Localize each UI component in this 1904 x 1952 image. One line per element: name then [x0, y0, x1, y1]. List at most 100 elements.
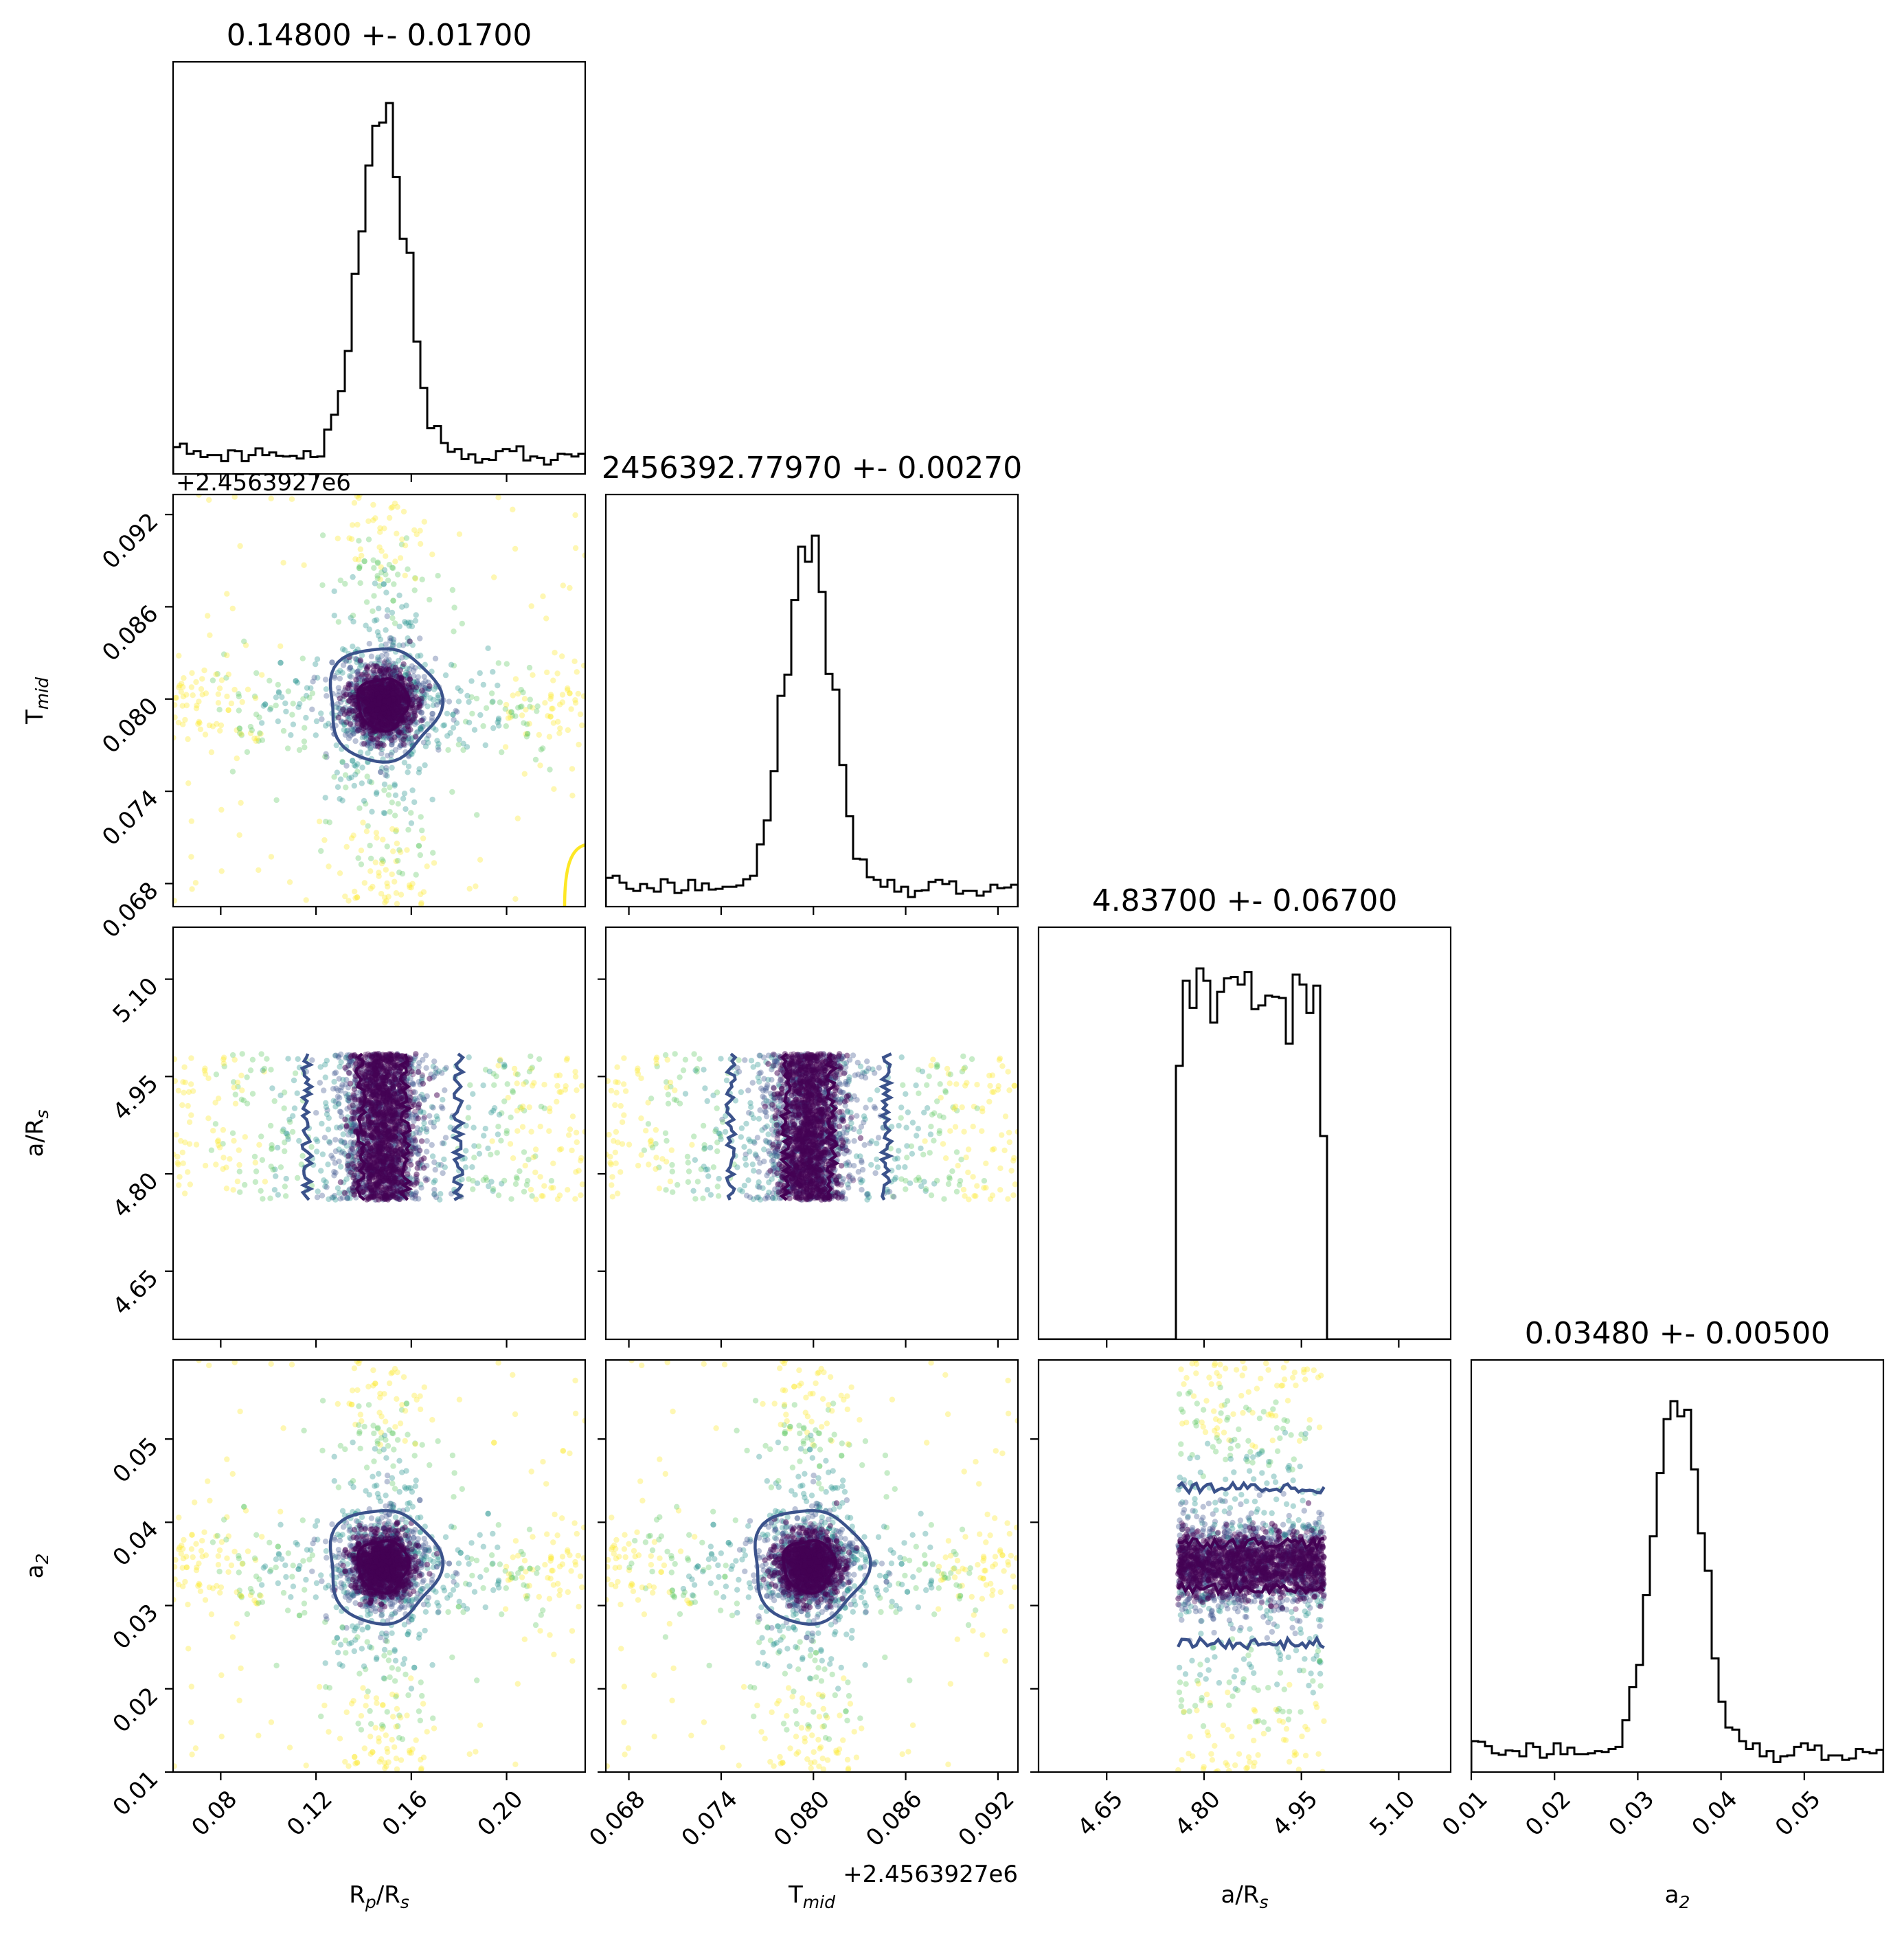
sample-point — [235, 1084, 241, 1090]
sample-point — [574, 1139, 580, 1146]
sample-point — [294, 679, 301, 686]
sample-point — [392, 782, 398, 789]
sample-point — [234, 727, 240, 734]
sample-point — [179, 1102, 185, 1109]
sample-point — [400, 642, 407, 648]
sample-point — [404, 665, 410, 672]
sample-point — [335, 1087, 341, 1093]
sample-point — [374, 560, 381, 567]
sample-point — [415, 1160, 421, 1166]
sample-point — [519, 703, 525, 710]
sample-point — [348, 774, 354, 781]
sample-point — [423, 692, 429, 698]
sample-point — [267, 1122, 274, 1129]
sample-point — [272, 1166, 278, 1172]
sample-point — [385, 894, 392, 900]
sample-point — [332, 1052, 339, 1058]
sample-point — [286, 879, 293, 885]
sample-point — [337, 577, 343, 584]
sample-point — [234, 755, 240, 762]
sample-point — [335, 714, 341, 720]
sample-point — [361, 797, 367, 804]
sample-point — [469, 710, 475, 717]
sample-point — [421, 1096, 427, 1102]
sample-point — [365, 663, 372, 670]
sample-point — [466, 885, 473, 892]
sample-point — [503, 1128, 510, 1134]
sample-point — [569, 766, 576, 772]
sample-point — [424, 1138, 430, 1144]
sample-point — [578, 1082, 585, 1089]
sample-point — [405, 763, 412, 770]
sample-point — [394, 708, 400, 714]
sample-point — [348, 1139, 354, 1146]
sample-point — [439, 1140, 446, 1146]
sample-point — [412, 575, 418, 581]
sample-point — [412, 1089, 418, 1096]
sample-point — [332, 1160, 338, 1166]
sample-point — [185, 780, 192, 786]
sample-point — [332, 674, 338, 681]
sample-point — [382, 900, 388, 906]
sample-point — [417, 541, 424, 547]
sample-point — [281, 1089, 288, 1096]
sample-point — [411, 799, 418, 806]
sample-point — [277, 659, 284, 666]
sample-point — [348, 674, 354, 680]
sample-point — [442, 1087, 448, 1093]
sample-point — [275, 718, 281, 725]
sample-point — [376, 733, 383, 740]
sample-point — [418, 727, 424, 733]
sample-point — [519, 1124, 526, 1130]
sample-point — [252, 1159, 258, 1166]
sample-point — [534, 703, 541, 710]
sample-point — [501, 1177, 508, 1184]
sample-point — [336, 1054, 342, 1060]
sample-point — [541, 1105, 547, 1111]
sample-point — [526, 1069, 533, 1075]
sample-point — [297, 701, 303, 707]
sample-point — [429, 1153, 436, 1159]
sample-point — [496, 1111, 503, 1118]
sample-point — [418, 891, 424, 898]
sample-point — [474, 812, 480, 818]
sample-point — [419, 576, 425, 582]
sample-point — [383, 772, 389, 778]
sample-point — [354, 894, 361, 900]
sample-point — [358, 662, 364, 668]
sample-point — [466, 1054, 472, 1060]
sample-point — [322, 1074, 328, 1080]
sample-point — [313, 661, 319, 668]
sample-point — [188, 818, 194, 824]
sample-point — [344, 1195, 350, 1201]
sample-point — [308, 1144, 315, 1150]
sample-point — [517, 704, 523, 710]
sample-point — [532, 1169, 539, 1176]
sample-point — [521, 720, 527, 726]
sample-point — [339, 1148, 346, 1155]
sample-point — [321, 1135, 328, 1141]
sample-point — [355, 668, 361, 674]
sample-point — [456, 531, 463, 537]
sample-point — [440, 723, 446, 729]
sample-point — [431, 1192, 438, 1198]
sample-point — [341, 727, 347, 733]
sample-point — [317, 1080, 323, 1086]
sample-point — [556, 730, 563, 736]
sample-point — [390, 690, 397, 697]
sample-point — [565, 685, 571, 692]
sample-point — [374, 835, 380, 841]
sample-point — [271, 1098, 277, 1104]
sample-point — [354, 669, 361, 675]
sample-point — [322, 677, 329, 683]
sample-point — [350, 727, 356, 733]
sample-point — [501, 1061, 508, 1068]
sample-point — [344, 1194, 351, 1201]
sample-point — [331, 1172, 337, 1179]
sample-point — [510, 1155, 517, 1161]
sample-point — [290, 721, 297, 727]
sample-point — [392, 747, 399, 753]
sample-point — [221, 1063, 227, 1069]
sample-point — [420, 681, 427, 687]
sample-point — [326, 1196, 332, 1203]
